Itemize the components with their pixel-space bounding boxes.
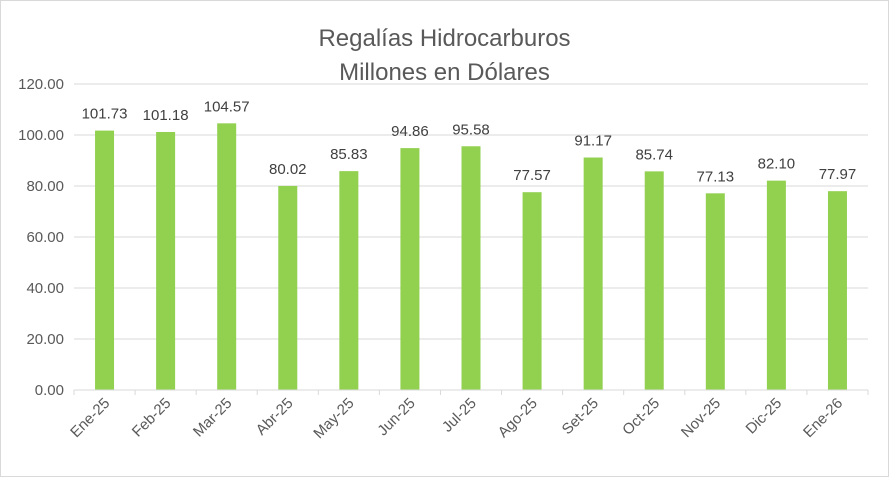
data-labels: 101.73 101.18 104.57 80.02 85.83 94.86 95.58 77… [82,98,857,185]
bar [644,171,664,390]
bar [827,191,847,390]
bar [217,123,237,390]
x-tick-label: Ene-26 [800,395,846,441]
x-tick-label: Jun-25 [374,395,418,439]
y-tick-label: 0.00 [35,382,64,399]
y-tick-label: 60.00 [26,229,64,246]
bar [339,171,359,390]
data-label: 101.18 [143,107,189,124]
data-label: 95.58 [452,121,490,138]
data-label: 82.10 [758,156,796,173]
y-tick-label: 80.00 [26,178,64,195]
y-axis: 0.00 20.00 40.00 60.00 80.00 100.00 120.00 [18,76,64,399]
x-tick-label: Abr-25 [253,395,297,439]
x-tick-label: Feb-25 [129,395,175,441]
data-label: 80.02 [269,161,307,178]
bar [461,146,481,390]
x-tick-label: Oct-25 [619,395,663,439]
x-tick-label: Ago-25 [495,395,541,441]
bar [156,131,176,390]
x-tick-label: Dic-25 [743,395,786,438]
x-tick-label: May-25 [310,395,357,442]
bar [705,193,725,390]
data-label: 101.73 [82,106,128,123]
x-tick-label: Set-25 [559,395,602,438]
chart-title-block: Regalías Hidrocarburos Millones en Dólar… [0,22,889,90]
data-label: 77.13 [697,168,735,185]
x-tick-label: Mar-25 [190,395,236,441]
bar [583,157,603,390]
y-tick-label: 40.00 [26,280,64,297]
bar [522,192,542,390]
data-label: 104.57 [204,98,250,115]
y-tick-label: 20.00 [26,331,64,348]
bar [766,180,786,390]
bar [400,148,420,390]
y-tick-label: 120.00 [18,76,64,93]
x-tick-label: Ene-25 [67,395,113,441]
bar [95,130,115,390]
data-label: 77.57 [513,167,551,184]
chart-title: Regalías Hidrocarburos [318,25,571,52]
x-tick-label: Jul-25 [439,395,480,436]
bars [95,123,847,390]
data-label: 91.17 [574,133,612,150]
y-tick-label: 100.00 [18,127,64,144]
data-label: 94.86 [391,123,429,140]
x-axis: Ene-25 Feb-25 Mar-25 Abr-25 May-25 Jun-25 Jul-… [67,389,869,442]
chart-subtitle: Millones en Dólares [339,59,550,86]
data-label: 85.74 [635,146,673,163]
bar [278,185,298,390]
data-label: 77.97 [819,166,857,183]
x-tick-label: Nov-25 [678,395,724,441]
data-label: 85.83 [330,146,368,163]
